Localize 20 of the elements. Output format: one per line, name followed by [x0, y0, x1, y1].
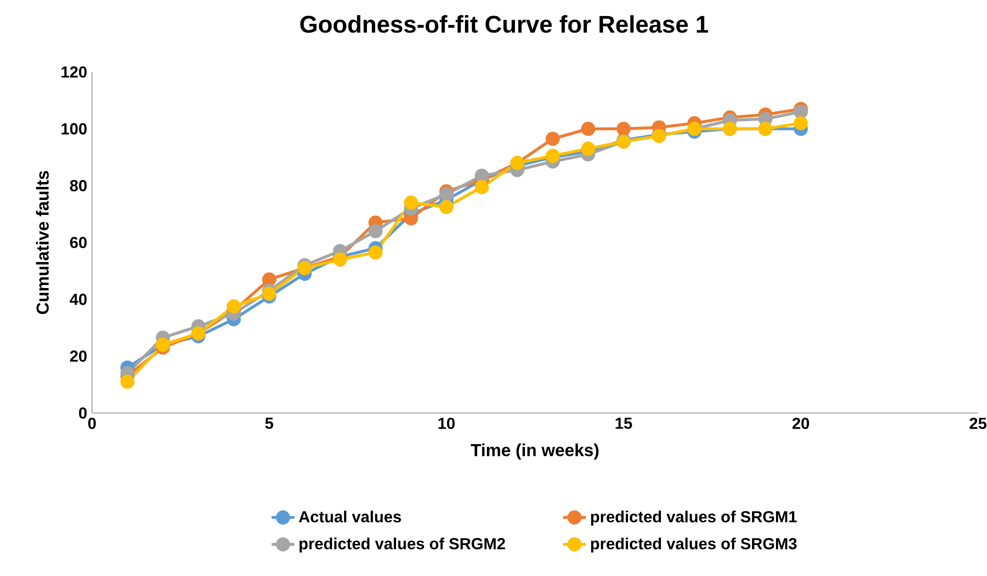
x-tick-label: 20 [792, 418, 810, 430]
legend-label: Actual values [298, 510, 401, 522]
y-tick-label: 80 [70, 180, 87, 192]
y-tick-label: 100 [62, 123, 87, 134]
x-tick-label: 0 [88, 418, 96, 430]
legend-label: predicted values of SRGM3 [591, 538, 797, 553]
y-tick-label: 60 [70, 236, 87, 248]
y-tick-label: 0 [79, 407, 87, 419]
legend-label: predicted values of SRGM1 [591, 510, 797, 526]
y-tick-label: 120 [62, 66, 87, 78]
x-tick-label: 5 [265, 418, 274, 429]
y-tick-label: 20 [70, 350, 87, 362]
x-tick-label: 25 [970, 418, 986, 430]
x-tick-label: 15 [616, 418, 632, 429]
x-axis-title: Time (in weeks) [470, 444, 599, 460]
legend-label: predicted values of SRGM2 [300, 538, 506, 553]
y-axis-title: Cumulative faults [36, 170, 49, 314]
chart-title: Goodness-of-fit Curve for Release 1 [300, 15, 708, 33]
y-tick-label: 40 [70, 294, 87, 305]
x-tick-label: 10 [438, 418, 455, 430]
